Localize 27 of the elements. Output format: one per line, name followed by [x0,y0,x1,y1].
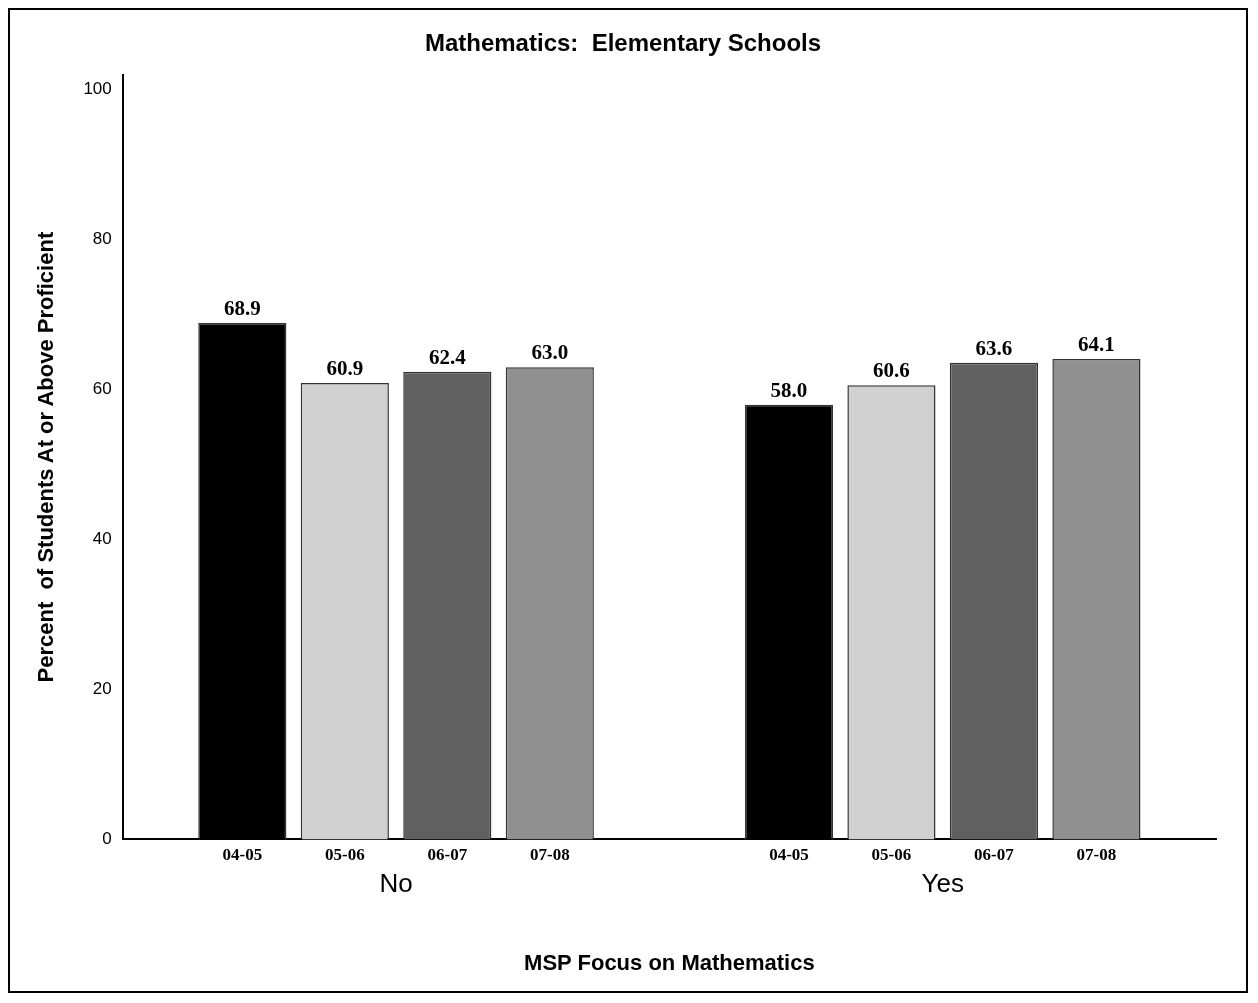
x-tick-label: No [379,868,413,899]
y-tick-label: 100 [83,79,112,99]
text: 05-06 [871,845,912,865]
text: 04-05 [769,845,809,865]
data-label: 64.1 [1078,331,1115,356]
y-tick-label: 0 [102,829,112,849]
chart-title: Mathematics: Elementary Schools [424,29,822,57]
data-label: 63.6 [975,335,1013,360]
y-tick-label: 20 [92,679,112,699]
data-label: 60.9 [326,355,364,380]
series-label: 06-07 [427,845,468,865]
x-axis-title: MSP Focus on Mathematics [524,949,815,975]
y-tick-label: 60 [92,379,112,399]
y-tick-label: 80 [92,229,112,249]
y-axis-title: Percent of Students At or Above Proficient [33,231,59,683]
data-label: 68.9 [223,295,261,320]
y-tick-label: 40 [92,529,112,549]
text: 06-07 [974,845,1014,865]
series-label: 05-06 [324,845,365,865]
data-label: 63.0 [531,340,569,365]
data-label: 58.0 [770,377,808,402]
x-tick-label: Yes [921,868,964,899]
data-label: 60.6 [873,358,910,383]
series-label: 04-05 [222,845,263,865]
series-label: 07-08 [529,845,570,865]
data-label: 62.4 [428,344,467,369]
text: 07-08 [1076,845,1117,865]
